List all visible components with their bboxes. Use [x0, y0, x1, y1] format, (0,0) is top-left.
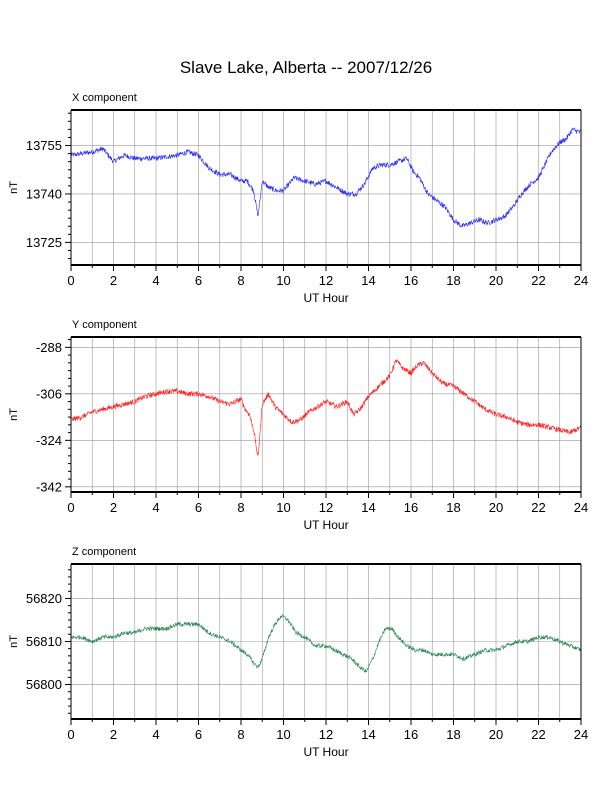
y-component-xtick-label: 12: [319, 500, 333, 515]
x-component-xtick-label: 12: [319, 273, 333, 288]
y-component-xtick-label: 24: [574, 500, 588, 515]
x-component-xtick-label: 24: [574, 273, 588, 288]
z-component-ytick-label: 56800: [26, 677, 62, 692]
x-component-xtick-label: 16: [404, 273, 418, 288]
x-component-ytick-label: 13725: [26, 235, 62, 250]
z-component-xtick-label: 24: [574, 727, 588, 742]
x-component-label: X component: [72, 92, 137, 104]
y-component-series-line: [70, 359, 582, 456]
x-component-xtick-label: 4: [152, 273, 159, 288]
z-component-xtick-label: 18: [446, 727, 460, 742]
z-component-ylabel: nT: [8, 635, 20, 648]
z-component-xtick-label: 2: [110, 727, 117, 742]
x-component-ytick-label: 13740: [26, 186, 62, 201]
y-component-ylabel: nT: [8, 408, 20, 421]
x-component-xtick-label: 8: [237, 273, 244, 288]
z-component-xtick-label: 12: [319, 727, 333, 742]
x-component-xtick-label: 2: [110, 273, 117, 288]
x-component-ylabel: nT: [8, 181, 20, 194]
x-component-xtick-label: 18: [446, 273, 460, 288]
y-component-xtick-label: 10: [276, 500, 290, 515]
y-component-xtick-label: 0: [67, 500, 74, 515]
x-component-series-line: [70, 127, 582, 228]
z-component-xlabel: UT Hour: [303, 745, 348, 759]
z-component-xtick-label: 16: [404, 727, 418, 742]
z-component-ytick-label: 56810: [26, 634, 62, 649]
x-component-ytick-label: 13755: [26, 138, 62, 153]
x-component-xtick-label: 6: [195, 273, 202, 288]
y-component-xtick-label: 22: [531, 500, 545, 515]
z-component-series-line: [70, 613, 582, 674]
x-component-xtick-label: 22: [531, 273, 545, 288]
y-component-label: Y component: [72, 319, 137, 331]
z-component-xtick-label: 4: [152, 727, 159, 742]
y-component-xtick-label: 20: [489, 500, 503, 515]
z-component-xtick-label: 8: [237, 727, 244, 742]
z-component-label: Z component: [72, 546, 137, 558]
x-component-xtick-label: 10: [276, 273, 290, 288]
y-component-ytick-label: -288: [36, 340, 62, 355]
z-component-xtick-label: 22: [531, 727, 545, 742]
x-component-xtick-label: 20: [489, 273, 503, 288]
z-component-xtick-label: 0: [67, 727, 74, 742]
y-component-ytick-label: -342: [36, 479, 62, 494]
x-component-xtick-label: 0: [67, 273, 74, 288]
page-title: Slave Lake, Alberta -- 2007/12/26: [179, 58, 433, 77]
z-component-xtick-label: 14: [361, 727, 375, 742]
y-component-xlabel: UT Hour: [303, 518, 348, 532]
z-component-xtick-label: 20: [489, 727, 503, 742]
x-component-xtick-label: 14: [361, 273, 375, 288]
y-component-xtick-label: 2: [110, 500, 117, 515]
y-component-ytick-label: -324: [36, 433, 62, 448]
z-component-ytick-label: 56820: [26, 591, 62, 606]
y-component-xtick-label: 6: [195, 500, 202, 515]
y-component-xtick-label: 14: [361, 500, 375, 515]
x-component-xlabel: UT Hour: [303, 291, 348, 305]
y-component-xtick-label: 16: [404, 500, 418, 515]
z-component-xtick-label: 10: [276, 727, 290, 742]
y-component-xtick-label: 8: [237, 500, 244, 515]
y-component-xtick-label: 18: [446, 500, 460, 515]
y-component-xtick-label: 4: [152, 500, 159, 515]
y-component-ytick-label: -306: [36, 386, 62, 401]
z-component-xtick-label: 6: [195, 727, 202, 742]
